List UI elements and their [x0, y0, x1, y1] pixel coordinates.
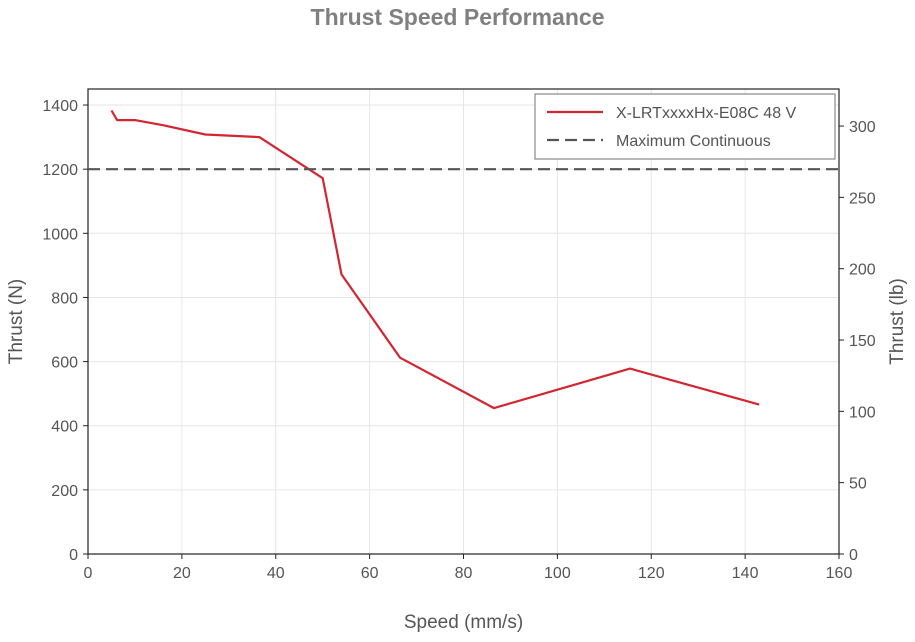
y-tick-label: 200 — [51, 483, 78, 500]
legend-label: X-LRTxxxxHx-E08C 48 V — [616, 105, 797, 122]
chart-title: Thrust Speed Performance — [310, 4, 605, 30]
x-tick-label: 0 — [84, 565, 93, 582]
legend-label: Maximum Continuous — [616, 133, 771, 150]
y-axis-label: Thrust (N) — [6, 279, 27, 365]
y-tick-label: 0 — [69, 547, 78, 564]
y2-tick-label: 200 — [849, 262, 876, 279]
x-tick-label: 20 — [173, 565, 191, 582]
y-tick-label: 1200 — [42, 162, 78, 179]
y2-tick-label: 150 — [849, 333, 876, 350]
x-tick-label: 160 — [826, 565, 853, 582]
y2-tick-label: 300 — [849, 119, 876, 136]
x-tick-label: 140 — [732, 565, 759, 582]
y-tick-label: 1000 — [42, 226, 78, 243]
y2-tick-label: 100 — [849, 404, 876, 421]
x-axis-label: Speed (mm/s) — [404, 612, 523, 633]
x-tick-label: 40 — [267, 565, 285, 582]
y2-tick-label: 250 — [849, 190, 876, 207]
x-tick-label: 120 — [638, 565, 665, 582]
y-tick-label: 600 — [51, 355, 78, 372]
y-tick-label: 1400 — [42, 98, 78, 115]
y2-tick-label: 0 — [849, 547, 858, 564]
thrust-series-line — [110, 109, 760, 410]
y-tick-label: 400 — [51, 419, 78, 436]
legend-box — [534, 93, 836, 160]
y2-axis-label: Thrust (lb) — [887, 278, 908, 365]
x-tick-label: 80 — [455, 565, 473, 582]
x-tick-label: 60 — [361, 565, 379, 582]
y2-tick-label: 50 — [849, 476, 867, 493]
y-tick-label: 800 — [51, 290, 78, 307]
x-tick-label: 100 — [544, 565, 571, 582]
